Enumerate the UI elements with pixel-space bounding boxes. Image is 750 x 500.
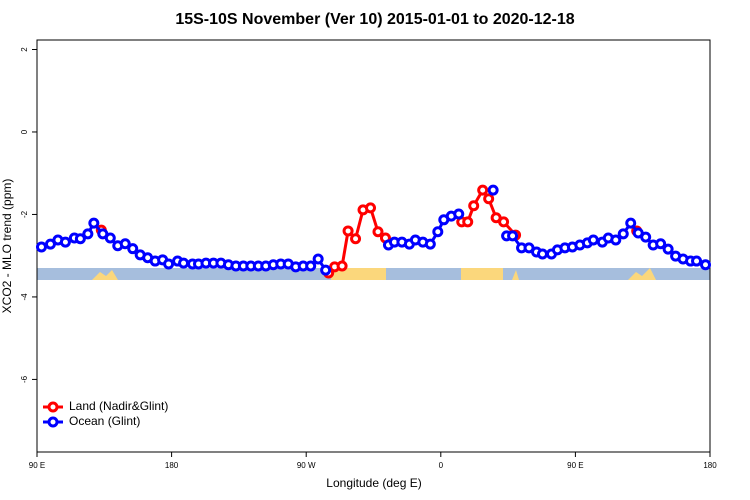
- data-point: [700, 259, 712, 271]
- data-point: [507, 230, 519, 242]
- y-tick-label: 2: [20, 47, 29, 52]
- data-point: [336, 260, 348, 272]
- land-strip: [628, 268, 656, 280]
- legend-label: Land (Nadir&Glint): [69, 399, 168, 413]
- data-point: [468, 200, 480, 212]
- y-tick-label: -6: [20, 375, 29, 383]
- data-point: [74, 233, 86, 245]
- x-tick-label: 180: [703, 461, 717, 470]
- y-tick-label: 0: [20, 129, 29, 134]
- surface-strip: [37, 268, 710, 280]
- x-tick-label: 180: [165, 461, 179, 470]
- plot-frame: [36, 39, 711, 453]
- data-point: [372, 226, 384, 238]
- x-tick-label: 0: [439, 461, 444, 470]
- y-tick-label: -2: [20, 210, 29, 218]
- data-point: [617, 228, 629, 240]
- data-point: [432, 226, 444, 238]
- y-tick-label: -4: [20, 293, 29, 301]
- data-point: [462, 216, 474, 228]
- data-point: [320, 264, 332, 276]
- land-strip: [92, 270, 118, 280]
- x-tick-label: 90 E: [29, 461, 45, 470]
- data-point: [365, 202, 377, 214]
- data-point: [691, 255, 703, 267]
- legend-marker: [47, 401, 59, 413]
- data-point: [498, 216, 510, 228]
- x-tick-label: 90 E: [567, 461, 583, 470]
- data-point: [625, 217, 637, 229]
- x-axis-label: Longitude (deg E): [326, 476, 421, 490]
- data-point: [88, 217, 100, 229]
- data-point: [82, 228, 94, 240]
- data-point: [640, 231, 652, 243]
- data-point: [35, 241, 47, 253]
- data-point: [483, 193, 495, 205]
- data-point: [610, 234, 622, 246]
- data-point: [655, 238, 667, 250]
- data-point: [424, 238, 436, 250]
- data-point: [477, 184, 489, 196]
- land-strip: [512, 270, 519, 280]
- data-point: [662, 243, 674, 255]
- chart-title: 15S-10S November (Ver 10) 2015-01-01 to …: [175, 11, 574, 28]
- data-point: [487, 184, 499, 196]
- data-point: [536, 248, 548, 260]
- data-point: [104, 232, 116, 244]
- x-tick-label: 90 W: [297, 461, 316, 470]
- data-point: [178, 257, 190, 269]
- data-point: [350, 233, 362, 245]
- data-point: [312, 253, 324, 265]
- data-point: [305, 260, 317, 272]
- data-point: [163, 258, 175, 270]
- data-point: [59, 236, 71, 248]
- data-point: [127, 243, 139, 255]
- data-point: [119, 238, 131, 250]
- land-strip: [331, 268, 386, 280]
- data-point: [587, 234, 599, 246]
- legend-marker: [47, 416, 59, 428]
- data-point: [342, 225, 354, 237]
- legend-label: Ocean (Glint): [69, 414, 140, 428]
- y-axis-label: XCO2 - MLO trend (ppm): [0, 179, 14, 314]
- data-point: [453, 208, 465, 220]
- land-strip: [461, 268, 503, 280]
